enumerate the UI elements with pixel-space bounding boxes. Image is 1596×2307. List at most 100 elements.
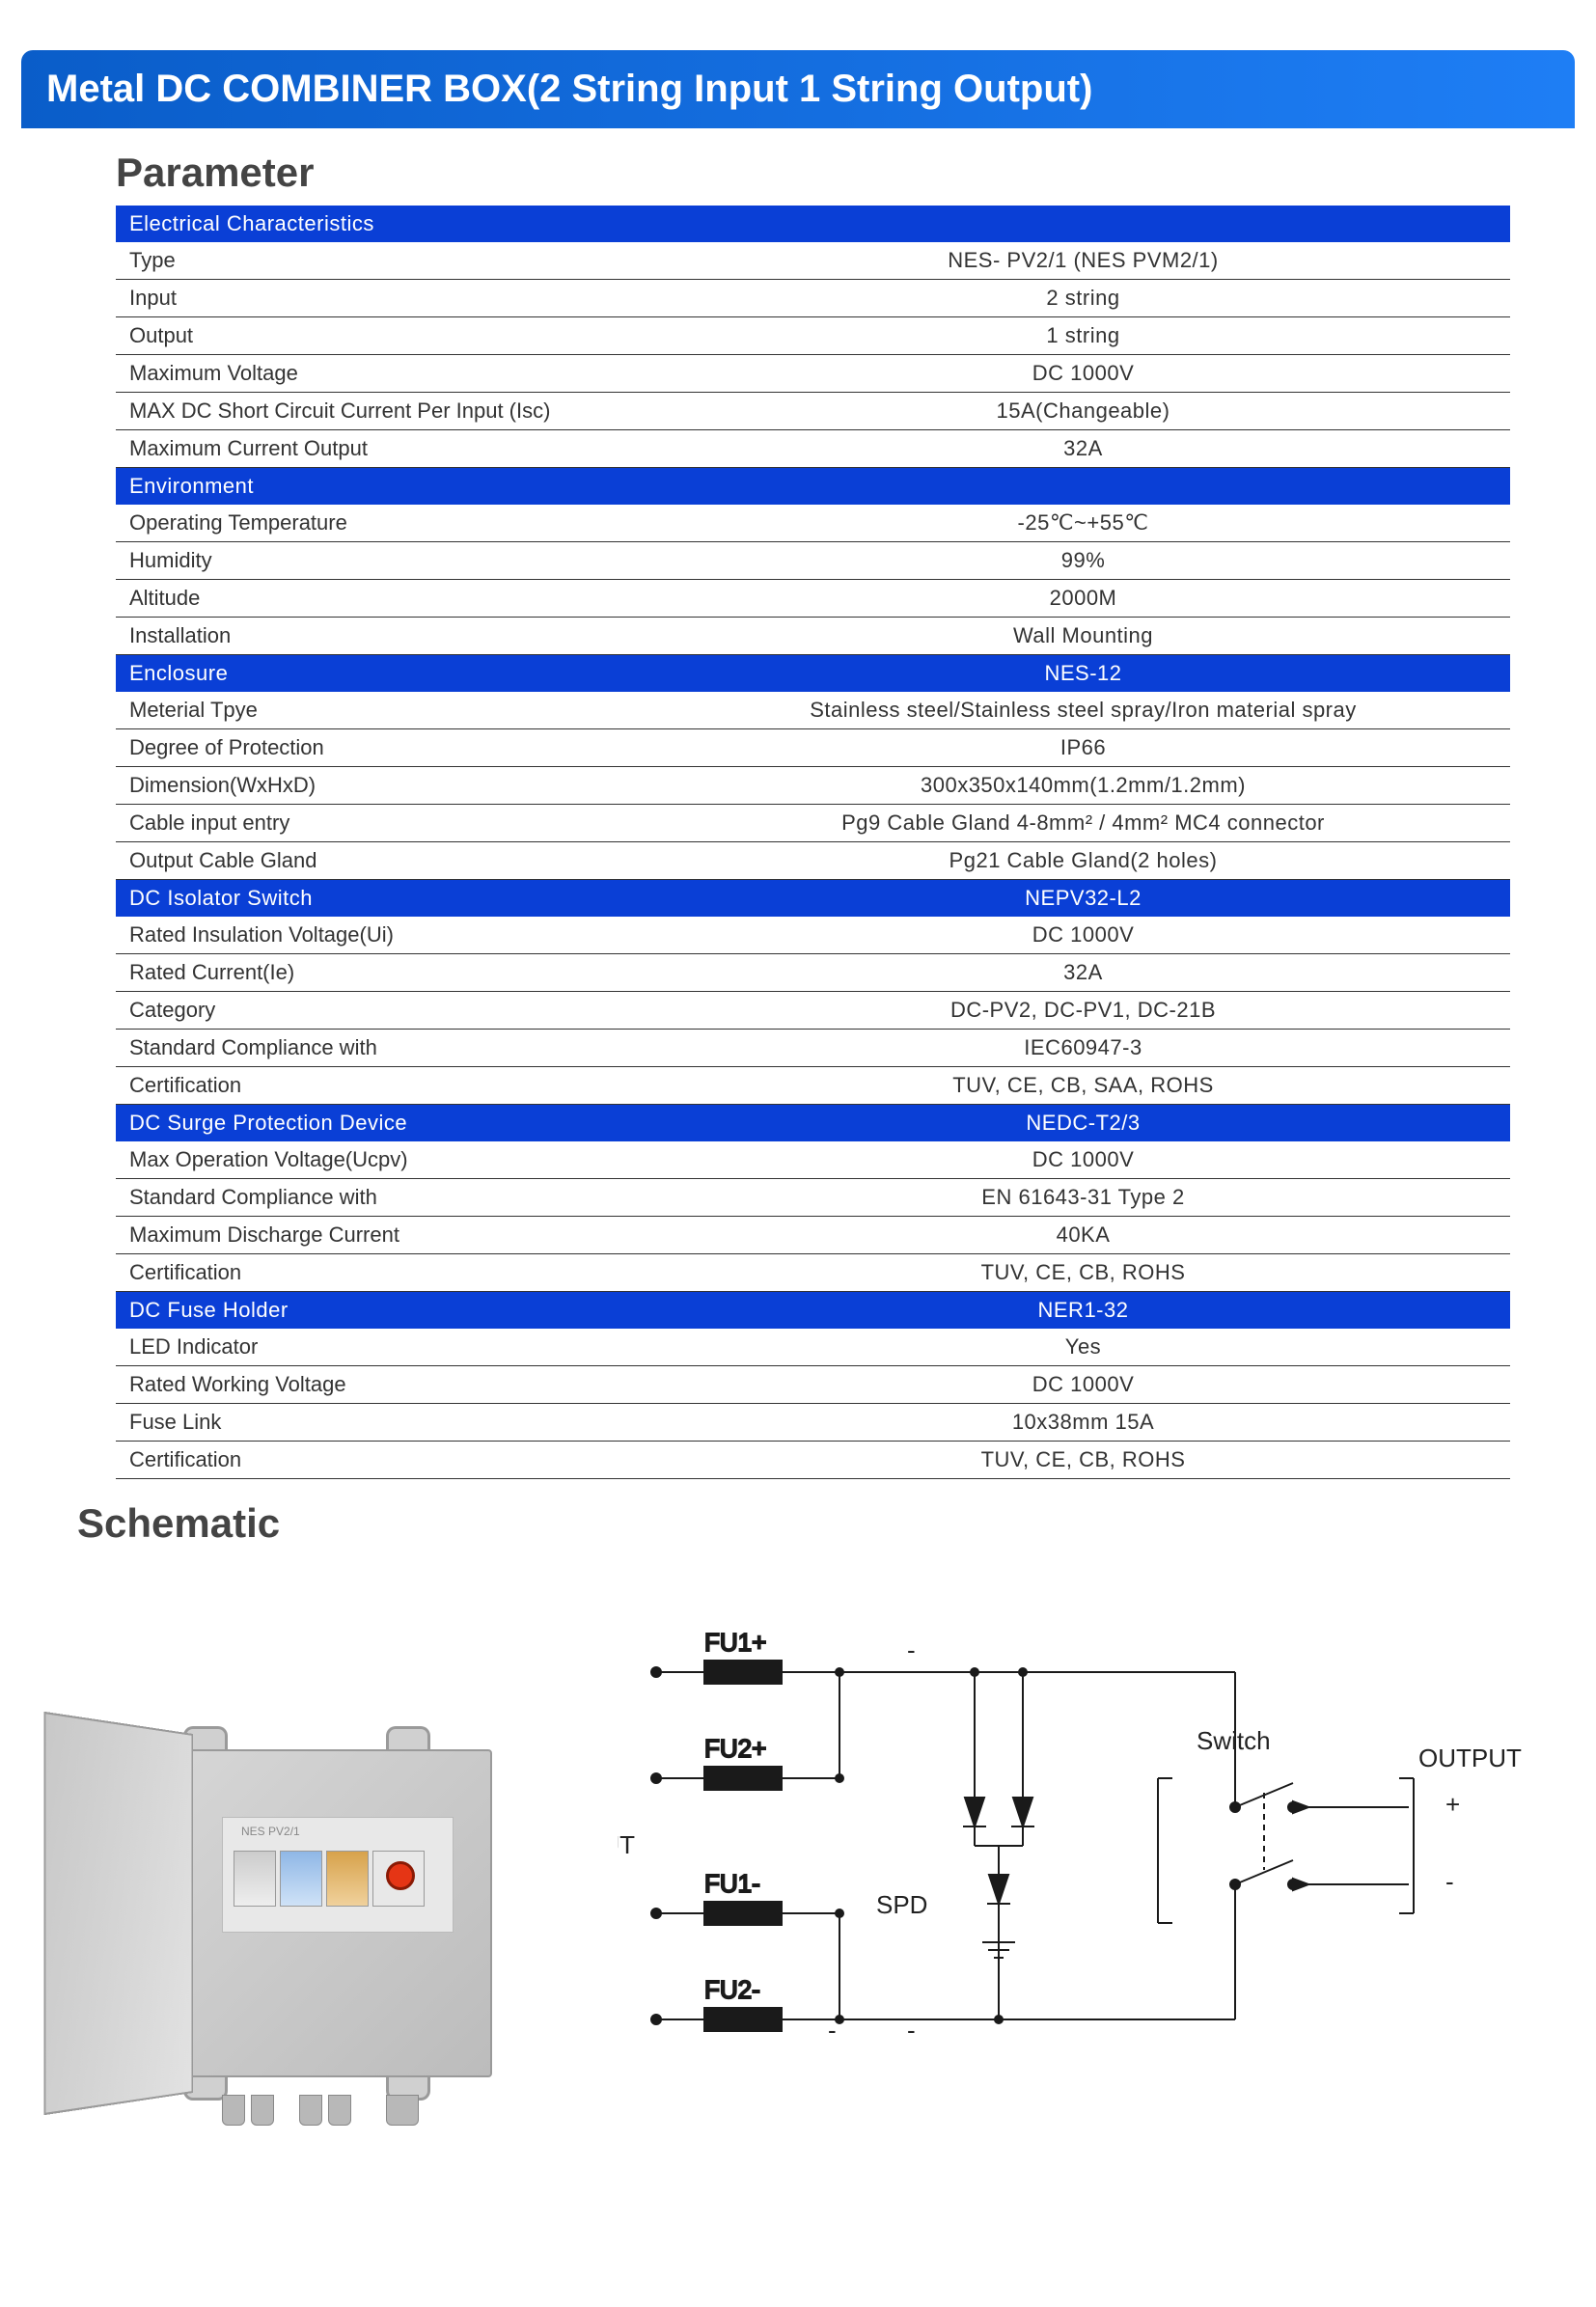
table-row: Rated Working VoltageDC 1000V	[116, 1366, 1510, 1404]
fuse-label: FU2-	[704, 1975, 760, 2004]
circuit-diagram: FU1+FU2+FU1-FU2-	[618, 1595, 1525, 2212]
category-value: NEDC-T2/3	[656, 1105, 1510, 1142]
product-photo: NES PV2/1	[96, 1691, 598, 2155]
table-row: InstallationWall Mounting	[116, 618, 1510, 655]
label-switch: Switch	[1197, 1726, 1271, 1755]
label-output: OUTPUT	[1418, 1744, 1522, 1772]
table-row: CategoryDC-PV2, DC-PV1, DC-21B	[116, 992, 1510, 1030]
param-value: Wall Mounting	[656, 618, 1510, 655]
param-label: Rated Insulation Voltage(Ui)	[116, 917, 656, 954]
param-value: TUV, CE, CB, ROHS	[656, 1254, 1510, 1292]
table-row: CertificationTUV, CE, CB, SAA, ROHS	[116, 1067, 1510, 1105]
table-row: LED IndicatorYes	[116, 1329, 1510, 1366]
category-value	[656, 468, 1510, 506]
category-label: Enclosure	[116, 655, 656, 693]
category-value: NER1-32	[656, 1292, 1510, 1330]
table-row: Maximum Discharge Current40KA	[116, 1217, 1510, 1254]
param-value: DC 1000V	[656, 355, 1510, 393]
param-label: Fuse Link	[116, 1404, 656, 1442]
category-row: Electrical Characteristics	[116, 206, 1510, 242]
param-value: 32A	[656, 954, 1510, 992]
param-label: Category	[116, 992, 656, 1030]
table-row: Cable input entryPg9 Cable Gland 4-8mm² …	[116, 805, 1510, 842]
bus-minus-bot: -	[907, 2016, 916, 2045]
param-label: Maximum Voltage	[116, 355, 656, 393]
table-row: Fuse Link10x38mm 15A	[116, 1404, 1510, 1442]
param-value: 2000M	[656, 580, 1510, 618]
param-value: Pg9 Cable Gland 4-8mm² / 4mm² MC4 connec…	[656, 805, 1510, 842]
param-value: -25℃~+55℃	[656, 505, 1510, 542]
heading-parameter: Parameter	[116, 150, 1596, 196]
table-row: Maximum VoltageDC 1000V	[116, 355, 1510, 393]
table-row: Standard Compliance withEN 61643-31 Type…	[116, 1179, 1510, 1217]
param-label: Output	[116, 317, 656, 355]
param-value: DC-PV2, DC-PV1, DC-21B	[656, 992, 1510, 1030]
param-label: Rated Current(Ie)	[116, 954, 656, 992]
label-spd: SPD	[876, 1890, 927, 1919]
param-label: Dimension(WxHxD)	[116, 767, 656, 805]
label-input: INPUT	[618, 1830, 635, 1859]
param-label: Input	[116, 280, 656, 317]
category-label: DC Fuse Holder	[116, 1292, 656, 1330]
param-value: Pg21 Cable Gland(2 holes)	[656, 842, 1510, 880]
param-value: NES- PV2/1 (NES PVM2/1)	[656, 242, 1510, 280]
table-row: Rated Insulation Voltage(Ui)DC 1000V	[116, 917, 1510, 954]
category-value	[656, 206, 1510, 242]
fuse-label: FU1+	[704, 1628, 766, 1657]
param-label: Operating Temperature	[116, 505, 656, 542]
param-label: Meterial Tpye	[116, 692, 656, 729]
param-label: LED Indicator	[116, 1329, 656, 1366]
param-label: Maximum Discharge Current	[116, 1217, 656, 1254]
table-row: Dimension(WxHxD)300x350x140mm(1.2mm/1.2m…	[116, 767, 1510, 805]
param-label: MAX DC Short Circuit Current Per Input (…	[116, 393, 656, 430]
param-label: Type	[116, 242, 656, 280]
table-row: Output Cable GlandPg21 Cable Gland(2 hol…	[116, 842, 1510, 880]
param-label: Rated Working Voltage	[116, 1366, 656, 1404]
category-label: Environment	[116, 468, 656, 506]
table-row: Altitude2000M	[116, 580, 1510, 618]
param-label: Certification	[116, 1067, 656, 1105]
table-row: CertificationTUV, CE, CB, ROHS	[116, 1254, 1510, 1292]
category-row: EnclosureNES-12	[116, 655, 1510, 693]
param-value: Stainless steel/Stainless steel spray/Ir…	[656, 692, 1510, 729]
param-value: Yes	[656, 1329, 1510, 1366]
param-value: 15A(Changeable)	[656, 393, 1510, 430]
category-value: NEPV32-L2	[656, 880, 1510, 918]
param-label: Standard Compliance with	[116, 1179, 656, 1217]
param-label: Certification	[116, 1442, 656, 1479]
param-value: DC 1000V	[656, 917, 1510, 954]
param-value: IP66	[656, 729, 1510, 767]
param-label: Standard Compliance with	[116, 1030, 656, 1067]
bus-minus-top: -	[907, 1635, 916, 1664]
category-label: DC Isolator Switch	[116, 880, 656, 918]
category-row: DC Isolator SwitchNEPV32-L2	[116, 880, 1510, 918]
table-row: Rated Current(Ie)32A	[116, 954, 1510, 992]
schematic-area: NES PV2/1 FU1+FU2+FU1-FU2-	[77, 1576, 1525, 2251]
param-value: TUV, CE, CB, ROHS	[656, 1442, 1510, 1479]
table-row: Degree of ProtectionIP66	[116, 729, 1510, 767]
category-row: DC Fuse HolderNER1-32	[116, 1292, 1510, 1330]
param-value: DC 1000V	[656, 1366, 1510, 1404]
category-label: DC Surge Protection Device	[116, 1105, 656, 1142]
param-value: 10x38mm 15A	[656, 1404, 1510, 1442]
bus-minus-bot2: -	[828, 2016, 837, 2045]
param-label: Degree of Protection	[116, 729, 656, 767]
heading-schematic: Schematic	[77, 1500, 1596, 1547]
param-label: Max Operation Voltage(Ucpv)	[116, 1141, 656, 1179]
param-value: TUV, CE, CB, SAA, ROHS	[656, 1067, 1510, 1105]
param-value: 2 string	[656, 280, 1510, 317]
table-row: Input2 string	[116, 280, 1510, 317]
table-row: Maximum Current Output32A	[116, 430, 1510, 468]
category-row: Environment	[116, 468, 1510, 506]
param-label: Altitude	[116, 580, 656, 618]
table-row: Output1 string	[116, 317, 1510, 355]
label-plus: +	[1445, 1790, 1460, 1819]
page-title: Metal DC COMBINER BOX(2 String Input 1 S…	[21, 50, 1575, 128]
param-label: Cable input entry	[116, 805, 656, 842]
param-value: 1 string	[656, 317, 1510, 355]
label-minus: -	[1445, 1867, 1454, 1896]
parameter-table: Electrical CharacteristicsTypeNES- PV2/1…	[116, 206, 1510, 1479]
param-value: 99%	[656, 542, 1510, 580]
table-row: MAX DC Short Circuit Current Per Input (…	[116, 393, 1510, 430]
param-value: EN 61643-31 Type 2	[656, 1179, 1510, 1217]
